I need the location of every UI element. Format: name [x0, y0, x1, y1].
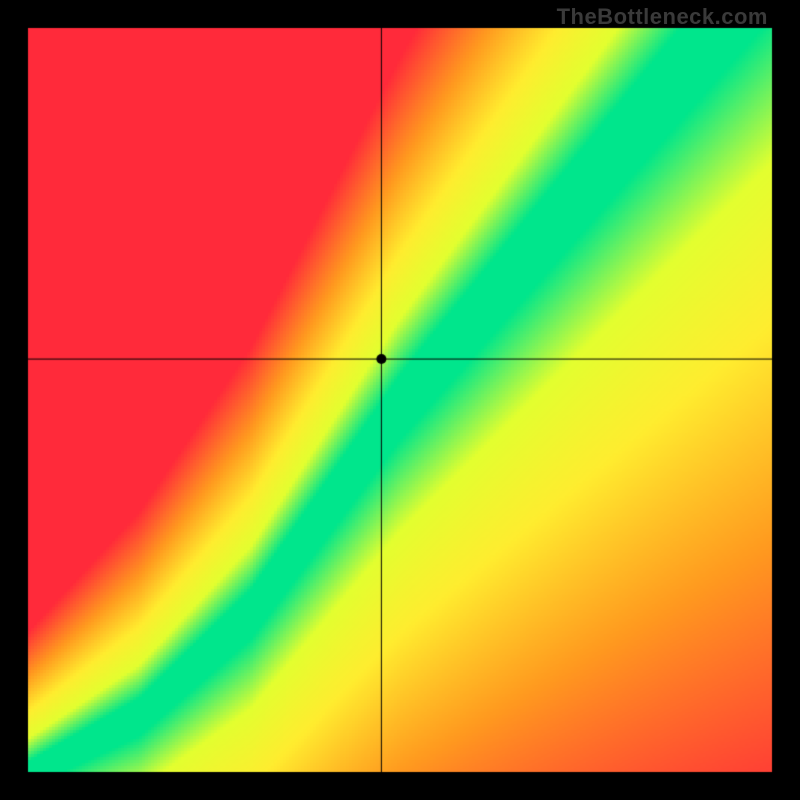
bottleneck-heatmap [0, 0, 800, 800]
attribution-text: TheBottleneck.com [557, 4, 768, 30]
chart-container: TheBottleneck.com [0, 0, 800, 800]
